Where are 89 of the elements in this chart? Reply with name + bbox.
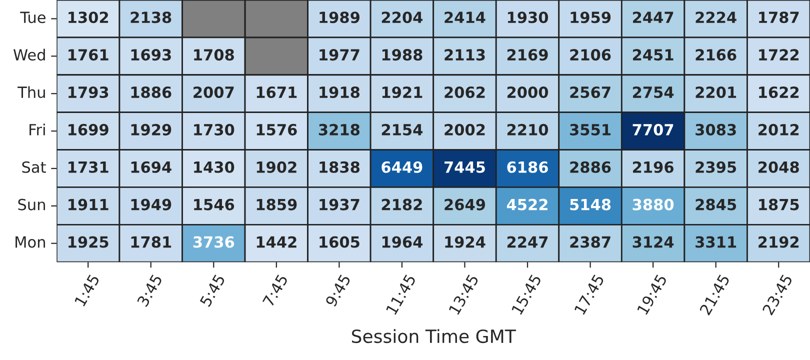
data-label: 2451 [633, 49, 674, 61]
data-label: 1886 [131, 86, 172, 98]
data-label: 1937 [320, 198, 360, 210]
data-label: 1949 [131, 198, 172, 210]
data-label: 2007 [194, 86, 234, 98]
data-label: 1693 [131, 49, 171, 61]
data-label: 2012 [758, 124, 799, 136]
data-label: 1699 [68, 124, 108, 136]
data-label: 1430 [194, 161, 234, 173]
y-tick-label: Sun [18, 198, 45, 210]
data-label: 1722 [759, 49, 799, 60]
data-label: 1576 [256, 124, 297, 136]
data-label: 1671 [256, 86, 297, 98]
data-label: 1925 [68, 236, 108, 248]
data-label: 2649 [444, 198, 486, 210]
y-tick-label: Thu [18, 86, 45, 98]
data-label: 2886 [570, 161, 611, 173]
data-label: 3551 [570, 124, 610, 136]
data-label: 1921 [382, 86, 422, 98]
data-label: 1694 [131, 161, 172, 173]
data-label: 7707 [632, 124, 674, 136]
data-label: 1731 [68, 161, 108, 173]
data-label: 1930 [508, 12, 548, 24]
data-label: 1546 [194, 198, 234, 210]
data-label: 2754 [633, 86, 674, 98]
data-label: 2845 [696, 198, 736, 210]
data-label: 2204 [382, 12, 423, 24]
data-label: 1859 [256, 198, 297, 210]
data-label: 1793 [68, 86, 108, 98]
data-label: 1918 [320, 86, 360, 98]
data-label: 2414 [444, 12, 486, 23]
data-label: 4522 [506, 198, 548, 210]
data-label: 3218 [318, 124, 360, 136]
data-label: 1929 [131, 124, 172, 136]
data-label: 2138 [130, 12, 172, 24]
y-tick-label: Tue [20, 12, 46, 24]
data-label: 3736 [193, 236, 234, 248]
data-label: 1911 [68, 198, 108, 210]
data-label: 1787 [759, 12, 799, 24]
data-label: 2395 [696, 161, 736, 173]
data-label: 1838 [320, 161, 360, 173]
data-label: 2192 [758, 236, 799, 248]
data-label: 1977 [320, 49, 360, 61]
data-label: 3083 [696, 124, 736, 136]
data-label: 2169 [507, 49, 548, 61]
data-label: 3311 [696, 236, 736, 248]
data-label: 1875 [759, 198, 799, 210]
data-label: 6449 [382, 161, 422, 173]
data-label: 2210 [507, 124, 548, 136]
data-label: 1924 [445, 236, 486, 248]
data-label: 1302 [68, 12, 108, 24]
data-label: 3880 [632, 198, 674, 210]
data-label: 2048 [758, 161, 799, 173]
data-label: 2567 [570, 86, 610, 98]
y-tick-label: Fri [30, 124, 45, 136]
data-label: 1959 [570, 12, 611, 24]
data-label: 1902 [256, 161, 296, 173]
data-label: 2182 [382, 198, 422, 210]
y-tick-label: Wed [13, 48, 45, 61]
data-label: 2224 [696, 12, 736, 23]
data-label: 2387 [570, 236, 610, 248]
data-label: 3124 [632, 236, 674, 248]
data-label: 1442 [256, 236, 296, 248]
data-label: 1761 [68, 49, 108, 61]
data-label: 2247 [507, 236, 548, 248]
data-label: 2166 [696, 49, 736, 61]
data-label: 1988 [382, 49, 422, 61]
data-label: 2196 [633, 161, 674, 173]
y-tick-label: Mon [16, 236, 45, 248]
data-label: 2000 [507, 86, 548, 98]
data-label: 2113 [444, 49, 485, 61]
data-label: 2447 [633, 12, 674, 23]
data-label: 5148 [570, 198, 611, 210]
data-label: 1989 [320, 12, 360, 24]
data-label: 2002 [444, 124, 485, 136]
data-label: 1730 [194, 124, 234, 136]
data-label: 1605 [320, 236, 360, 248]
data-label: 2106 [570, 49, 611, 61]
y-tick-label: Sat [22, 161, 46, 173]
data-label: 2062 [444, 86, 485, 98]
x-axis-title: Session Time GMT [352, 329, 516, 344]
data-label: 2154 [382, 124, 423, 136]
data-label: 1708 [194, 49, 234, 61]
data-label: 1964 [382, 236, 423, 248]
data-label: 2201 [696, 86, 736, 98]
data-label: 6186 [507, 161, 548, 173]
data-label: 7445 [444, 162, 485, 173]
data-label: 1781 [131, 236, 172, 248]
data-label: 1622 [759, 86, 799, 98]
